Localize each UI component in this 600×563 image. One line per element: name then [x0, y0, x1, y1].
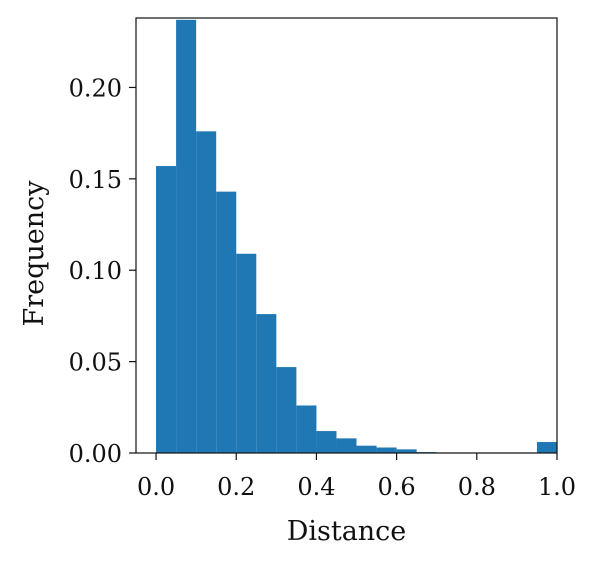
histogram-bar — [176, 19, 197, 454]
x-axis-ticks: 0.0 0.2 0.4 0.6 0.8 1.0 — [137, 453, 576, 501]
y-tick-label: 0.15 — [69, 166, 122, 194]
x-tick-label: 0.2 — [217, 473, 255, 501]
histogram-bar — [356, 445, 377, 453]
plot-frame — [135, 17, 558, 454]
x-tick-label: 1.0 — [538, 473, 576, 501]
x-tick-label: 0.0 — [137, 473, 175, 501]
histogram-bar — [296, 405, 317, 453]
x-axis-label: Distance — [287, 516, 407, 547]
histogram-bar — [336, 438, 357, 453]
histogram-bar — [316, 431, 337, 453]
histogram-bar — [396, 449, 417, 453]
y-tick-label: 0.10 — [69, 257, 122, 285]
x-tick-label: 0.4 — [297, 473, 335, 501]
histogram-bar — [256, 314, 277, 453]
histogram-bars — [156, 19, 557, 454]
y-axis-ticks: 0.00 0.05 0.10 0.15 0.20 — [69, 74, 136, 468]
y-tick-label: 0.05 — [69, 349, 122, 377]
y-axis-label: Frequency — [19, 180, 50, 327]
histogram-bar — [156, 166, 177, 454]
x-tick-label: 0.6 — [378, 473, 416, 501]
histogram-bar — [236, 253, 257, 453]
histogram-bar — [276, 367, 297, 453]
y-tick-label: 0.20 — [69, 74, 122, 102]
histogram-bar — [536, 442, 557, 453]
histogram-bar — [376, 447, 397, 453]
x-tick-label: 0.8 — [458, 473, 496, 501]
histogram-bar — [196, 131, 217, 453]
histogram-bar — [216, 191, 237, 453]
y-tick-label: 0.00 — [69, 440, 122, 468]
